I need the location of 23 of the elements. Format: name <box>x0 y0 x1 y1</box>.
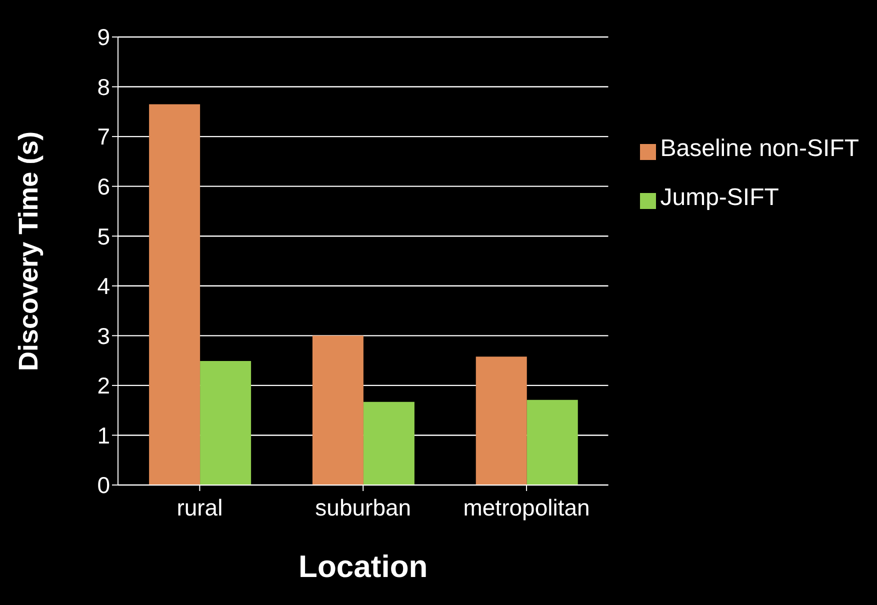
legend-label: Jump-SIFT <box>660 184 779 211</box>
bar <box>200 361 252 485</box>
legend-label: Baseline non-SIFT <box>660 135 859 162</box>
y-tick-label: 7 <box>97 124 110 150</box>
y-tick-label: 0 <box>97 472 110 498</box>
y-tick-label: 2 <box>97 372 110 399</box>
bar <box>312 336 364 485</box>
y-tick-label: 3 <box>97 322 110 349</box>
x-axis-title: Location <box>298 549 428 584</box>
y-tick-label: 4 <box>97 273 110 300</box>
y-axis-title: Discovery Time (s) <box>14 131 44 371</box>
y-tick-label: 8 <box>97 74 110 100</box>
bar <box>149 104 200 485</box>
x-tick-label: suburban <box>315 494 412 520</box>
y-tick-label: 9 <box>97 24 110 50</box>
y-tick-label: 6 <box>97 174 110 200</box>
y-tick-label: 1 <box>97 422 110 448</box>
x-tick-label: metropolitan <box>463 494 590 520</box>
x-tick-label: rural <box>176 494 223 520</box>
y-tick-label: 5 <box>97 223 110 250</box>
bar <box>363 402 414 485</box>
bar <box>526 400 578 485</box>
bar <box>476 356 527 485</box>
